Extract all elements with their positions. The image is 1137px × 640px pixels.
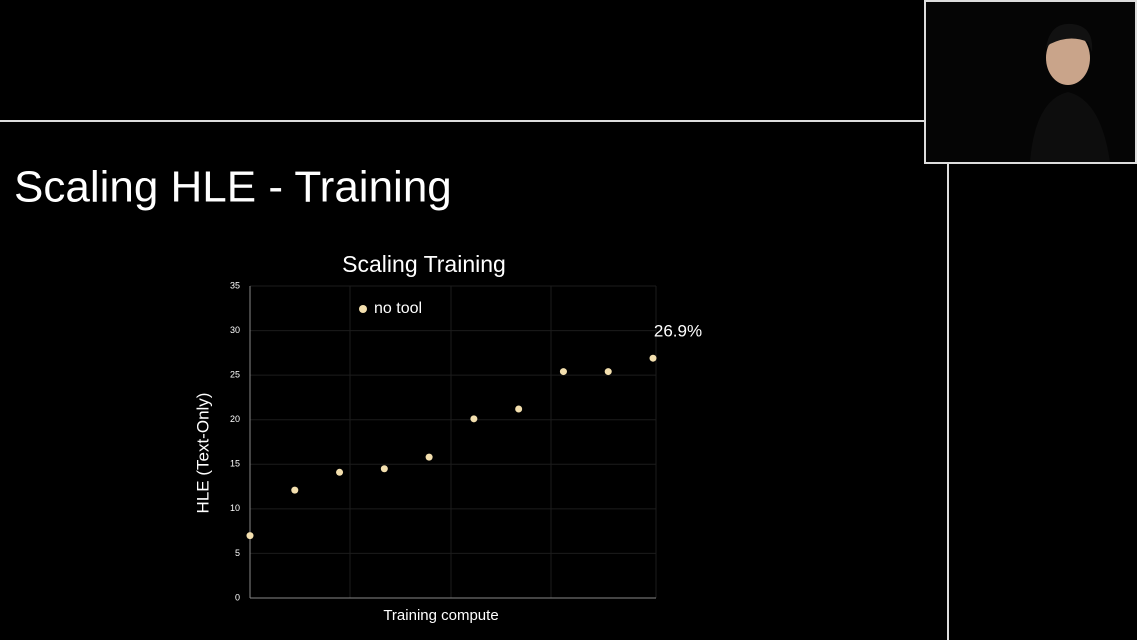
point bbox=[649, 354, 657, 362]
y-tick-label: 20 bbox=[230, 414, 240, 424]
slide-title: Scaling HLE - Training bbox=[14, 163, 452, 212]
point bbox=[470, 415, 478, 423]
webcam bbox=[924, 0, 1137, 164]
legend-label: no tool bbox=[374, 300, 422, 317]
y-tick-label: 15 bbox=[230, 459, 240, 469]
chart-title: Scaling Training bbox=[342, 251, 506, 277]
y-tick-label: 0 bbox=[235, 592, 240, 602]
y-tick-label: 35 bbox=[230, 280, 240, 290]
face bbox=[1046, 31, 1090, 85]
y-tick-label: 5 bbox=[235, 548, 240, 558]
value-label: 26.9% bbox=[654, 322, 702, 341]
legend-marker bbox=[359, 305, 367, 313]
body bbox=[1030, 92, 1110, 162]
x-axis-label: Training compute bbox=[383, 607, 498, 624]
y-tick-label: 25 bbox=[230, 370, 240, 380]
point bbox=[336, 468, 344, 476]
point bbox=[604, 368, 612, 376]
point bbox=[246, 532, 254, 540]
point bbox=[380, 465, 388, 473]
point bbox=[291, 486, 299, 494]
y-tick-label: 30 bbox=[230, 325, 240, 335]
hair bbox=[1046, 23, 1093, 52]
y-tick-label: 10 bbox=[230, 503, 240, 513]
point bbox=[515, 405, 523, 413]
y-axis-label: HLE (Text-Only) bbox=[193, 393, 212, 514]
point bbox=[425, 453, 433, 461]
point bbox=[559, 368, 567, 376]
